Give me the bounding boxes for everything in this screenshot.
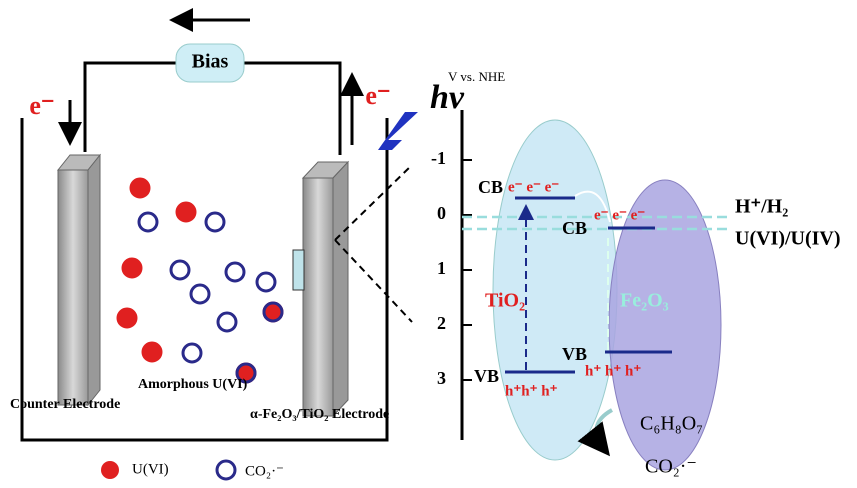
vb-label: VB xyxy=(474,366,499,386)
transfer xyxy=(574,190,611,223)
axis-label: V vs. NHE xyxy=(448,69,505,84)
axis-ticks: -1 0 1 2 3 xyxy=(431,148,472,388)
vb-label: VB xyxy=(562,344,587,364)
lightning xyxy=(362,112,418,180)
tick-label: 1 xyxy=(437,258,446,278)
electron-label: e⁻ xyxy=(365,81,390,110)
reaction-arrow xyxy=(577,408,614,457)
bias-box xyxy=(175,43,245,83)
fe2o3-band xyxy=(608,179,722,471)
potential-label: H⁺/H₂ xyxy=(735,196,788,218)
amorphous-label: Amorphous U(VI) xyxy=(138,377,248,392)
product: CO₂·⁻ xyxy=(645,456,697,478)
tick-label: 0 xyxy=(437,203,446,223)
cb-label: CB xyxy=(562,218,587,238)
working-electrode xyxy=(292,160,350,418)
reactant: C₆H₈O₇ xyxy=(640,413,703,435)
potential-label: U(VI)/U(IV) xyxy=(735,228,841,250)
tick-label: 2 xyxy=(437,313,446,333)
working-label: α-Fe₂O₃/TiO₂ Electrode xyxy=(250,407,389,422)
legend-label: CO₂·⁻ xyxy=(245,463,284,479)
light-label: hv xyxy=(430,79,465,116)
band-edges xyxy=(505,196,672,374)
counter-label: Counter Electrode xyxy=(10,397,120,412)
bias-label: Bias xyxy=(192,51,229,73)
ions xyxy=(116,177,284,384)
zoom-lines xyxy=(334,164,413,323)
tick-label: 3 xyxy=(437,368,446,388)
counter-electrode xyxy=(56,153,102,407)
fe2o3-label: Fe₂O₃ xyxy=(620,290,669,312)
cb-label: CB xyxy=(478,177,503,197)
tio2-label: TiO₂ xyxy=(485,290,525,312)
legend-label: U(VI) xyxy=(132,461,169,477)
circuit xyxy=(20,8,464,442)
legend: U(VI) CO₂·⁻ xyxy=(101,459,284,481)
holes: h⁺ h⁺ h⁺ xyxy=(585,363,641,379)
electrons: e⁻ e⁻ e⁻ xyxy=(594,207,645,223)
holes: h⁺h⁺ h⁺ xyxy=(505,383,558,399)
tick-label: -1 xyxy=(431,148,446,168)
electron-label: e⁻ xyxy=(29,91,54,120)
electrons: e⁻ e⁻ e⁻ xyxy=(508,179,559,195)
band-labels: CB e⁻ e⁻ e⁻ VB h⁺h⁺ h⁺ TiO₂ CB e⁻ e⁻ e⁻ … xyxy=(474,177,669,399)
